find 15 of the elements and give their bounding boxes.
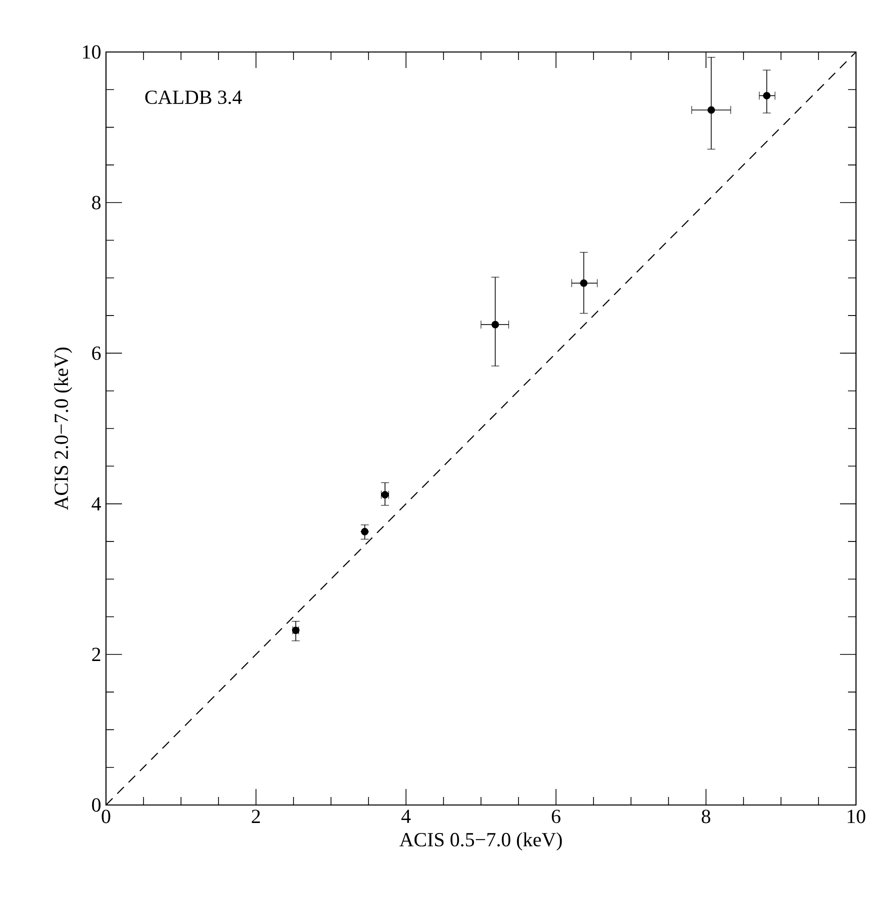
x-tick-label: 10 (848, 810, 866, 824)
x-tick-label: 8 (702, 810, 710, 824)
x-tick-label: 0 (102, 810, 110, 824)
x-tick-label: 2 (252, 810, 260, 823)
y-tick-label: 2 (92, 648, 100, 662)
y-tick-label: 6 (92, 346, 101, 360)
x-axis-title: ACIS 0.5−7.0 (keV) (399, 832, 562, 850)
y-tick-label: 8 (92, 196, 101, 210)
y-tick-label: 0 (92, 798, 101, 812)
y-tick-label: 10 (83, 45, 101, 59)
annotation: CALDB 3.4 (145, 90, 242, 104)
y-axis-title: ACIS 2.0−7.0 (keV) (54, 348, 72, 510)
x-tick-label: 4 (401, 810, 411, 823)
x-tick-label: 6 (552, 810, 560, 824)
y-tick-label: 4 (92, 497, 101, 510)
